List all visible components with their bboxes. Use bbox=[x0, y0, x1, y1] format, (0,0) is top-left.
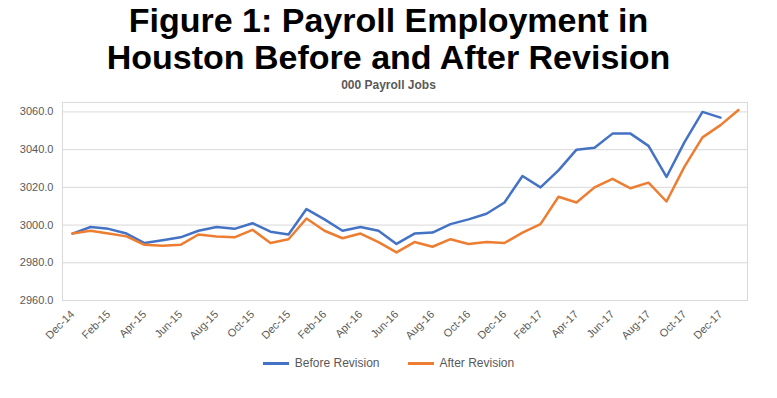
html-text:Before Revision: Before Revision bbox=[294, 356, 380, 370]
svg-text:Oct-17: Oct-17 bbox=[657, 308, 689, 340]
svg-text:Dec-16: Dec-16 bbox=[475, 308, 509, 342]
svg-text:Jun-15: Jun-15 bbox=[152, 308, 184, 340]
svg-text:Dec-14: Dec-14 bbox=[43, 308, 77, 342]
svg-text:Feb-17: Feb-17 bbox=[511, 308, 544, 341]
svg-text:3040.0: 3040.0 bbox=[20, 143, 54, 155]
svg-text:Feb-15: Feb-15 bbox=[79, 308, 112, 341]
svg-text:2980.0: 2980.0 bbox=[20, 256, 54, 268]
svg-text:Dec-17: Dec-17 bbox=[691, 308, 725, 342]
svg-text:Aug-15: Aug-15 bbox=[187, 308, 221, 342]
html-text:After Revision: After Revision bbox=[439, 356, 515, 370]
svg-text:Jun-17: Jun-17 bbox=[584, 308, 616, 340]
svg-text:Apr-17: Apr-17 bbox=[549, 308, 581, 340]
svg-text:3060.0: 3060.0 bbox=[20, 105, 54, 117]
svg-text:2960.0: 2960.0 bbox=[20, 294, 54, 306]
html-text:Figure 1: Payroll Employment i: Figure 1: Payroll Employment in Houston … bbox=[106, 1, 671, 76]
svg-text:Apr-16: Apr-16 bbox=[333, 308, 365, 340]
html-text:000 Payroll Jobs: 000 Payroll Jobs bbox=[341, 78, 436, 92]
svg-text:3000.0: 3000.0 bbox=[20, 219, 54, 231]
svg-text:Feb-16: Feb-16 bbox=[295, 308, 328, 341]
svg-text:Dec-15: Dec-15 bbox=[259, 308, 293, 342]
svg-text:Apr-15: Apr-15 bbox=[117, 308, 149, 340]
svg-text:Oct-15: Oct-15 bbox=[225, 308, 257, 340]
svg-text:3020.0: 3020.0 bbox=[20, 181, 54, 193]
svg-text:Aug-16: Aug-16 bbox=[403, 308, 437, 342]
svg-text:Oct-16: Oct-16 bbox=[441, 308, 473, 340]
svg-text:Jun-16: Jun-16 bbox=[368, 308, 400, 340]
svg-text:Aug-17: Aug-17 bbox=[619, 308, 653, 342]
